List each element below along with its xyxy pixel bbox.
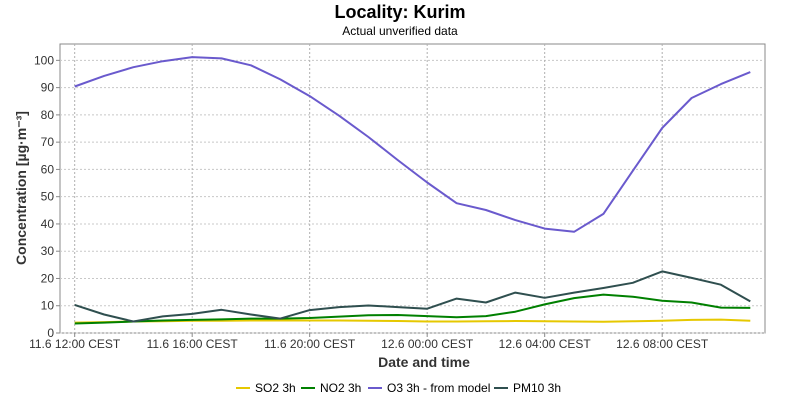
y-tick-label: 80 bbox=[41, 108, 55, 122]
x-tick-label: 12.6 08:00 CEST bbox=[616, 337, 709, 351]
x-axis-ticks: 11.6 12:00 CEST 11.6 16:00 CEST 11.6 20:00… bbox=[29, 333, 709, 351]
x-tick-label: 11.6 12:00 CEST bbox=[29, 337, 121, 351]
series-line-2 bbox=[74, 293, 751, 325]
y-tick-label: 70 bbox=[41, 135, 55, 149]
x-tick-label: 11.6 16:00 CEST bbox=[147, 337, 239, 351]
legend-label: SO2 3h bbox=[255, 381, 296, 395]
grid bbox=[60, 44, 765, 334]
x-tick-label: 12.6 04:00 CEST bbox=[499, 337, 592, 351]
legend-label: O3 3h - from model bbox=[387, 381, 490, 395]
y-tick-label: 50 bbox=[41, 190, 55, 204]
chart-title: Locality: Kurim bbox=[334, 2, 465, 22]
x-tick-label: 12.6 00:00 CEST bbox=[381, 337, 474, 351]
y-tick-label: 40 bbox=[41, 217, 55, 231]
x-tick-label: 11.6 20:00 CEST bbox=[264, 337, 356, 351]
y-tick-label: 10 bbox=[41, 299, 55, 313]
y-axis-ticks: 0 10 20 30 40 50 60 70 80 90 100 bbox=[34, 53, 60, 340]
legend: SO2 3h NO2 3h O3 3h - from model PM10 3h bbox=[236, 381, 561, 395]
y-tick-label: 0 bbox=[47, 326, 54, 340]
y-tick-label: 30 bbox=[41, 244, 55, 258]
legend-label: NO2 3h bbox=[320, 381, 361, 395]
legend-label: PM10 3h bbox=[513, 381, 561, 395]
series-line-3 bbox=[74, 56, 751, 233]
y-axis-label: Concentration [µg·m⁻³] bbox=[13, 111, 29, 265]
y-tick-label: 60 bbox=[41, 162, 55, 176]
series-line-4 bbox=[74, 270, 751, 323]
y-tick-label: 20 bbox=[41, 271, 55, 285]
chart-subtitle: Actual unverified data bbox=[342, 24, 458, 38]
y-tick-label: 100 bbox=[34, 53, 54, 67]
series-group bbox=[74, 56, 751, 325]
plot-area bbox=[59, 43, 766, 334]
y-tick-label: 90 bbox=[41, 81, 55, 95]
x-axis-label: Date and time bbox=[378, 354, 470, 370]
